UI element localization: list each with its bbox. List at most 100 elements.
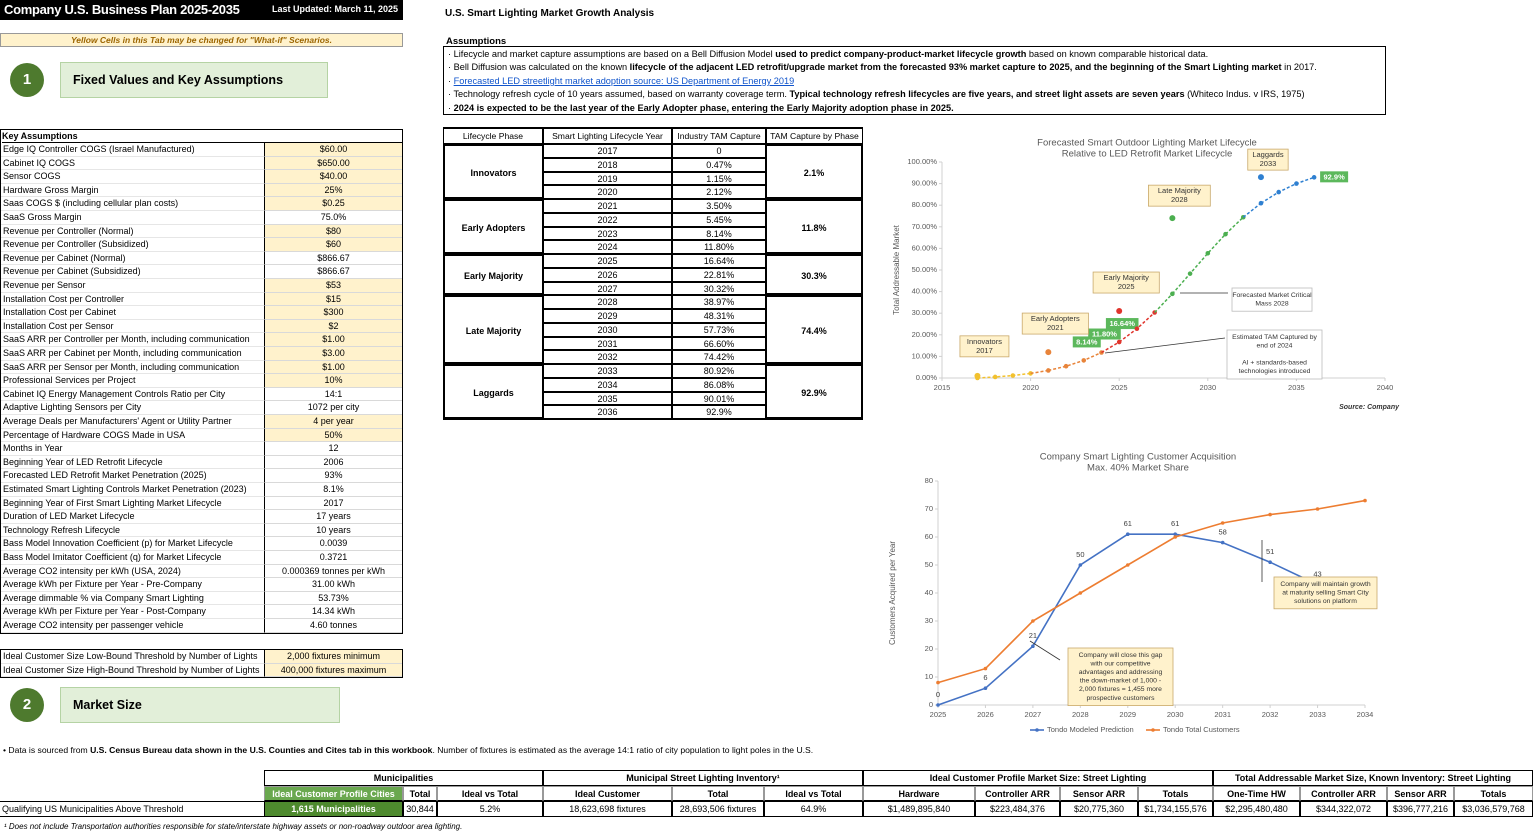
data-point xyxy=(1220,540,1225,545)
phase-name: Early Majority xyxy=(443,254,543,296)
callout-text: Forecasted Market Critical xyxy=(1232,292,1312,299)
data-point xyxy=(1116,339,1122,345)
row-label: Beginning Year of First Smart Lighting M… xyxy=(1,497,264,511)
row-value: $1.00 xyxy=(264,333,402,347)
data-label: 50 xyxy=(1076,550,1084,559)
section-title: Fixed Values and Key Assumptions xyxy=(60,62,328,98)
data-label: 61 xyxy=(1171,519,1179,528)
annotation-text: Early Adopters xyxy=(1031,314,1080,323)
data-point xyxy=(1311,175,1317,180)
note-text: • Data is sourced from xyxy=(3,745,91,755)
data-point xyxy=(1205,251,1211,256)
column-header: Sensor ARR xyxy=(1060,786,1138,801)
row-value: 93% xyxy=(264,469,402,483)
data-label: 61 xyxy=(1124,519,1132,528)
series-connector xyxy=(1154,293,1173,314)
callout-text: Estimated TAM Captured by xyxy=(1232,334,1317,341)
x-tick-label: 2034 xyxy=(1357,710,1374,719)
tam-capture: 3.50% xyxy=(672,199,766,213)
what-if-note: Yellow Cells in this Tab may be changed … xyxy=(0,33,403,47)
legend-label: Tondo Total Customers xyxy=(1163,725,1240,734)
lifecycle-year: 2027 xyxy=(543,281,672,296)
row-value: 10 years xyxy=(264,523,402,538)
last-updated: Last Updated: March 11, 2025 xyxy=(272,4,399,14)
tam-capture: 38.97% xyxy=(672,295,766,309)
footnote: ¹ Does not include Transportation author… xyxy=(4,822,463,831)
lifecycle-year: 2024 xyxy=(543,240,672,254)
tam-capture: 86.08% xyxy=(672,377,766,392)
tam-capture: 11.80% xyxy=(672,240,766,254)
row-value: $60.00 xyxy=(264,143,402,157)
y-tick-label: 30 xyxy=(925,616,933,625)
column-header: Lifecycle Phase xyxy=(443,127,543,144)
callout-text: Company will maintain growth xyxy=(1280,581,1371,588)
lifecycle-year: 2017 xyxy=(543,144,672,158)
row-value: 1072 per city xyxy=(264,401,402,415)
x-tick-label: 2029 xyxy=(1119,710,1136,719)
row-label: Average dimmable % via Company Smart Lig… xyxy=(1,592,264,606)
x-tick-label: 2030 xyxy=(1199,383,1216,392)
row-value: $650.00 xyxy=(264,156,402,171)
bullet-text: used to predict company-product-market l… xyxy=(775,49,1027,59)
row-value: 0.3721 xyxy=(264,551,402,565)
market-value: 5.2% xyxy=(437,801,543,817)
row-value: $0.25 xyxy=(264,197,402,211)
group-header: Municipal Street Lighting Inventory¹ xyxy=(543,770,863,786)
y-tick-label: 10.00% xyxy=(912,351,938,360)
row-label: Edge IQ Controller COGS (Israel Manufact… xyxy=(1,143,264,157)
callout-line xyxy=(1029,640,1061,661)
market-value: 28,693,506 fixtures xyxy=(672,801,764,817)
bullet-text: in 2017. xyxy=(1281,62,1317,73)
callout-text: Company will close this gap xyxy=(1079,652,1163,659)
y-tick-label: 0 xyxy=(929,700,933,709)
row-label: Revenue per Sensor xyxy=(1,279,264,293)
x-tick-label: 2031 xyxy=(1214,710,1231,719)
legend-label: Tondo Modeled Prediction xyxy=(1047,725,1134,734)
y-tick-label: 60 xyxy=(925,532,933,541)
row-value: 75.0% xyxy=(264,211,402,225)
lifecycle-year: 2035 xyxy=(543,391,672,406)
annotation-text: Laggards xyxy=(1252,150,1284,159)
row-value: 50% xyxy=(264,428,402,443)
annotation-box xyxy=(1247,148,1289,171)
data-point xyxy=(1315,507,1320,511)
section-number: 2 xyxy=(10,688,44,722)
row-label: Ideal Customer Size Low-Bound Threshold … xyxy=(1,650,264,664)
thresholds-frame xyxy=(0,649,403,679)
row-label: Average kWh per Fixture per Year - Pre-C… xyxy=(1,578,264,592)
column-header: Ideal vs Total xyxy=(764,786,863,801)
annotation-text: Late Majority xyxy=(1158,186,1201,195)
annotation-text: 2025 xyxy=(1118,282,1135,291)
tam-capture: 80.92% xyxy=(672,364,766,378)
lifecycle-year: 2021 xyxy=(543,199,672,213)
row-label: Forecasted LED Retrofit Market Penetrati… xyxy=(1,469,264,483)
row-value: 2,000 fixtures minimum xyxy=(264,650,402,664)
legend-marker xyxy=(1035,728,1039,732)
series-connector xyxy=(1242,202,1262,218)
lifecycle-year: 2032 xyxy=(543,350,672,364)
annotation-text: 2033 xyxy=(1260,159,1277,168)
market-value: $344,322,072 xyxy=(1300,801,1387,817)
row-value: $3.00 xyxy=(264,347,402,361)
assumption-bullet: · Forecasted LED streetlight market adop… xyxy=(448,75,794,87)
row-value: 400,000 fixtures maximum xyxy=(264,663,402,678)
x-tick-label: 2033 xyxy=(1309,710,1326,719)
data-point xyxy=(1125,532,1130,536)
x-tick-label: 2027 xyxy=(1025,710,1042,719)
row-value: 31.00 kWh xyxy=(264,578,402,592)
x-tick-label: 2015 xyxy=(934,383,951,392)
table-header: Key Assumptions xyxy=(2,130,402,143)
lifecycle-year: 2018 xyxy=(543,157,672,172)
row-label: Professional Services per Project xyxy=(1,374,264,388)
row-label: Cabinet IQ COGS xyxy=(1,157,264,171)
y-tick-label: 70 xyxy=(925,504,933,513)
phase-name: Early Adopters xyxy=(443,199,543,254)
tam-capture: 2.12% xyxy=(672,185,766,199)
bullet-text: Typical technology refresh lifecycles ar… xyxy=(789,89,1185,100)
callout-text: technologies introduced xyxy=(1239,368,1311,375)
callout-text: 2,000 fixtures = 1,455 more xyxy=(1079,686,1162,693)
row-label: Duration of LED Market Lifecycle xyxy=(1,510,264,524)
data-point xyxy=(936,680,940,685)
page-title: Company U.S. Business Plan 2025-2035 xyxy=(4,2,240,17)
data-point xyxy=(1258,200,1264,206)
